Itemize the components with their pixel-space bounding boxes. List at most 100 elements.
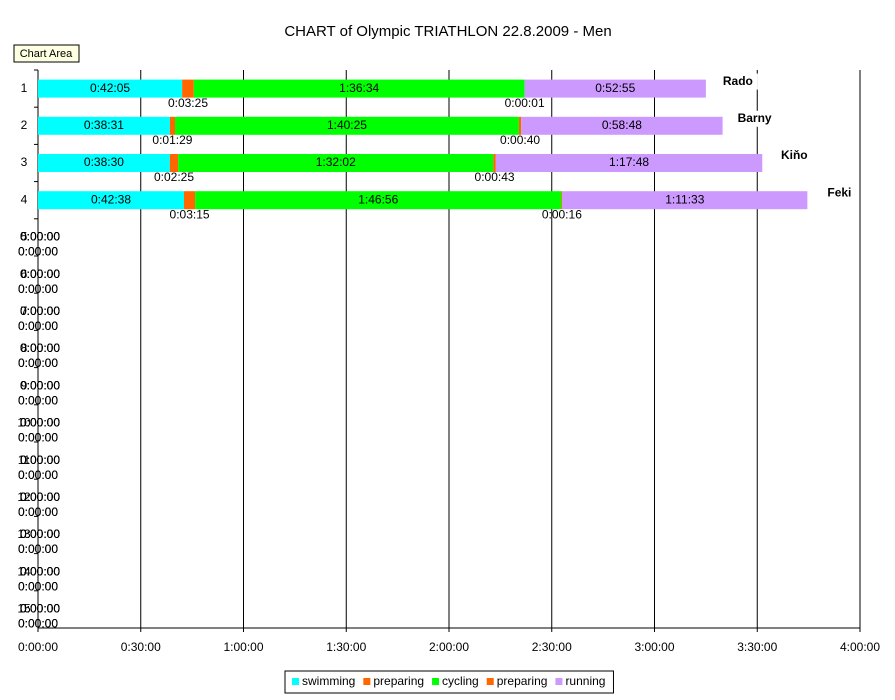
annotation: Rado — [723, 74, 753, 88]
legend-key — [363, 678, 371, 685]
value-label: 0:00:00 — [20, 378, 60, 392]
bar-segment — [38, 116, 170, 135]
value-label: 0:02:25 — [154, 170, 194, 184]
tooltip: Chart Area — [20, 48, 73, 60]
value-label: 0:00:00 — [18, 505, 58, 519]
value-label: 0:00:00 — [20, 490, 60, 504]
value-label: 0:03:15 — [170, 207, 210, 221]
annotation: Feki — [827, 185, 851, 199]
value-label: 0:00:00 — [20, 453, 60, 467]
bar-segment — [178, 154, 494, 172]
value-label: 1:46:56 — [358, 192, 398, 206]
bar-segment — [562, 191, 808, 210]
tooltip-box — [13, 44, 80, 63]
value-label: 0:00:00 — [18, 356, 58, 370]
annotation: Barny — [738, 111, 772, 125]
bar-segment — [175, 116, 519, 135]
value-label: 1:36:34 — [339, 81, 379, 95]
y-tick-label: 5 — [21, 230, 28, 244]
y-tick-label: 14 — [17, 564, 31, 578]
value-label: 0:00:00 — [20, 416, 60, 430]
y-tick-label: 2 — [21, 118, 28, 132]
value-label: 0:00:00 — [18, 468, 58, 482]
bar-segment — [195, 191, 562, 210]
value-label: 0:03:25 — [168, 96, 208, 110]
value-label: 0:00:00 — [20, 564, 60, 578]
value-label: 0:00:00 — [18, 579, 58, 593]
bar-segment — [38, 191, 185, 210]
value-label: 0:00:00 — [18, 617, 58, 631]
value-label: 0:00:00 — [20, 267, 60, 281]
value-label: 0:00:01 — [505, 96, 545, 110]
value-label: 0:00:00 — [20, 341, 60, 355]
value-label: 0:00:00 — [18, 319, 58, 333]
value-label: 1:17:48 — [609, 155, 649, 169]
legend-label: preparing — [497, 674, 548, 688]
x-tick-label: 3:30:00 — [737, 640, 777, 654]
value-label: 0:00:16 — [542, 207, 582, 221]
x-tick-label: 2:00:00 — [429, 640, 469, 654]
y-tick-label: 9 — [21, 378, 28, 392]
value-label: 0:52:55 — [595, 81, 635, 95]
value-label: 1:32:02 — [316, 155, 356, 169]
bar-segment — [38, 154, 170, 172]
value-label: 0:00:43 — [475, 170, 515, 184]
legend-key — [292, 678, 299, 685]
value-label: 0:00:00 — [18, 356, 58, 370]
y-tick-label: 4 — [21, 192, 28, 206]
value-label: 0:00:00 — [18, 282, 58, 296]
value-label: 0:38:31 — [84, 118, 124, 132]
value-label: 0:00:00 — [20, 490, 60, 504]
x-tick-label: 0:00:00 — [18, 640, 58, 654]
value-label: 0:00:00 — [20, 527, 60, 541]
value-label: 0:00:00 — [20, 602, 60, 616]
value-label: 0:00:00 — [20, 527, 60, 541]
value-label: 0:00:00 — [18, 579, 58, 593]
value-label: 1:40:25 — [327, 118, 367, 132]
legend-key — [486, 678, 494, 685]
y-tick-label: 15 — [17, 602, 31, 616]
y-tick-label: 3 — [21, 155, 28, 169]
legend-key — [432, 678, 440, 685]
legend-key — [555, 678, 563, 685]
bar-segment — [561, 191, 563, 210]
bar-segment — [495, 154, 763, 172]
value-label: 0:58:48 — [602, 118, 642, 132]
value-label: 0:00:00 — [18, 431, 58, 445]
y-tick-label: 10 — [17, 416, 31, 430]
value-label: 0:00:00 — [20, 304, 60, 318]
value-label: 0:00:00 — [18, 505, 58, 519]
value-label: 0:00:00 — [20, 453, 60, 467]
value-label: 0:00:00 — [20, 267, 60, 281]
value-label: 0:00:00 — [18, 282, 58, 296]
value-label: 0:00:00 — [20, 416, 60, 430]
bar-segment — [524, 79, 706, 98]
value-label: 0:00:00 — [18, 319, 58, 333]
chart-title: CHART of Olympic TRIATHLON 22.8.2009 - M… — [284, 23, 611, 40]
value-label: 1:11:33 — [665, 192, 704, 206]
value-label: 0:01:29 — [152, 133, 192, 147]
annotation-box — [734, 110, 775, 127]
value-label: 0:38:30 — [84, 155, 124, 169]
bar-segment — [182, 79, 194, 98]
bar-segment — [169, 116, 175, 135]
value-label: 0:00:00 — [20, 378, 60, 392]
legend — [284, 670, 614, 694]
legend-label: running — [565, 674, 605, 688]
bar-segment — [518, 116, 522, 135]
annotation: Kiňo — [781, 148, 808, 162]
y-tick-label: 8 — [21, 341, 28, 355]
annotation-box — [774, 148, 815, 164]
value-label: 0:00:00 — [18, 393, 58, 407]
annotation-box — [717, 73, 758, 90]
x-tick-label: 4:00:00 — [840, 640, 880, 654]
bar-segment — [493, 154, 496, 172]
y-tick-label: 6 — [21, 267, 28, 281]
value-label: 0:00:00 — [18, 617, 58, 631]
value-label: 0:00:00 — [20, 453, 60, 467]
value-label: 0:00:00 — [18, 245, 58, 259]
bar-segment — [38, 79, 183, 98]
x-tick-label: 0:30:00 — [121, 640, 161, 654]
legend-label: preparing — [373, 674, 424, 688]
value-label: 0:00:00 — [20, 230, 60, 244]
